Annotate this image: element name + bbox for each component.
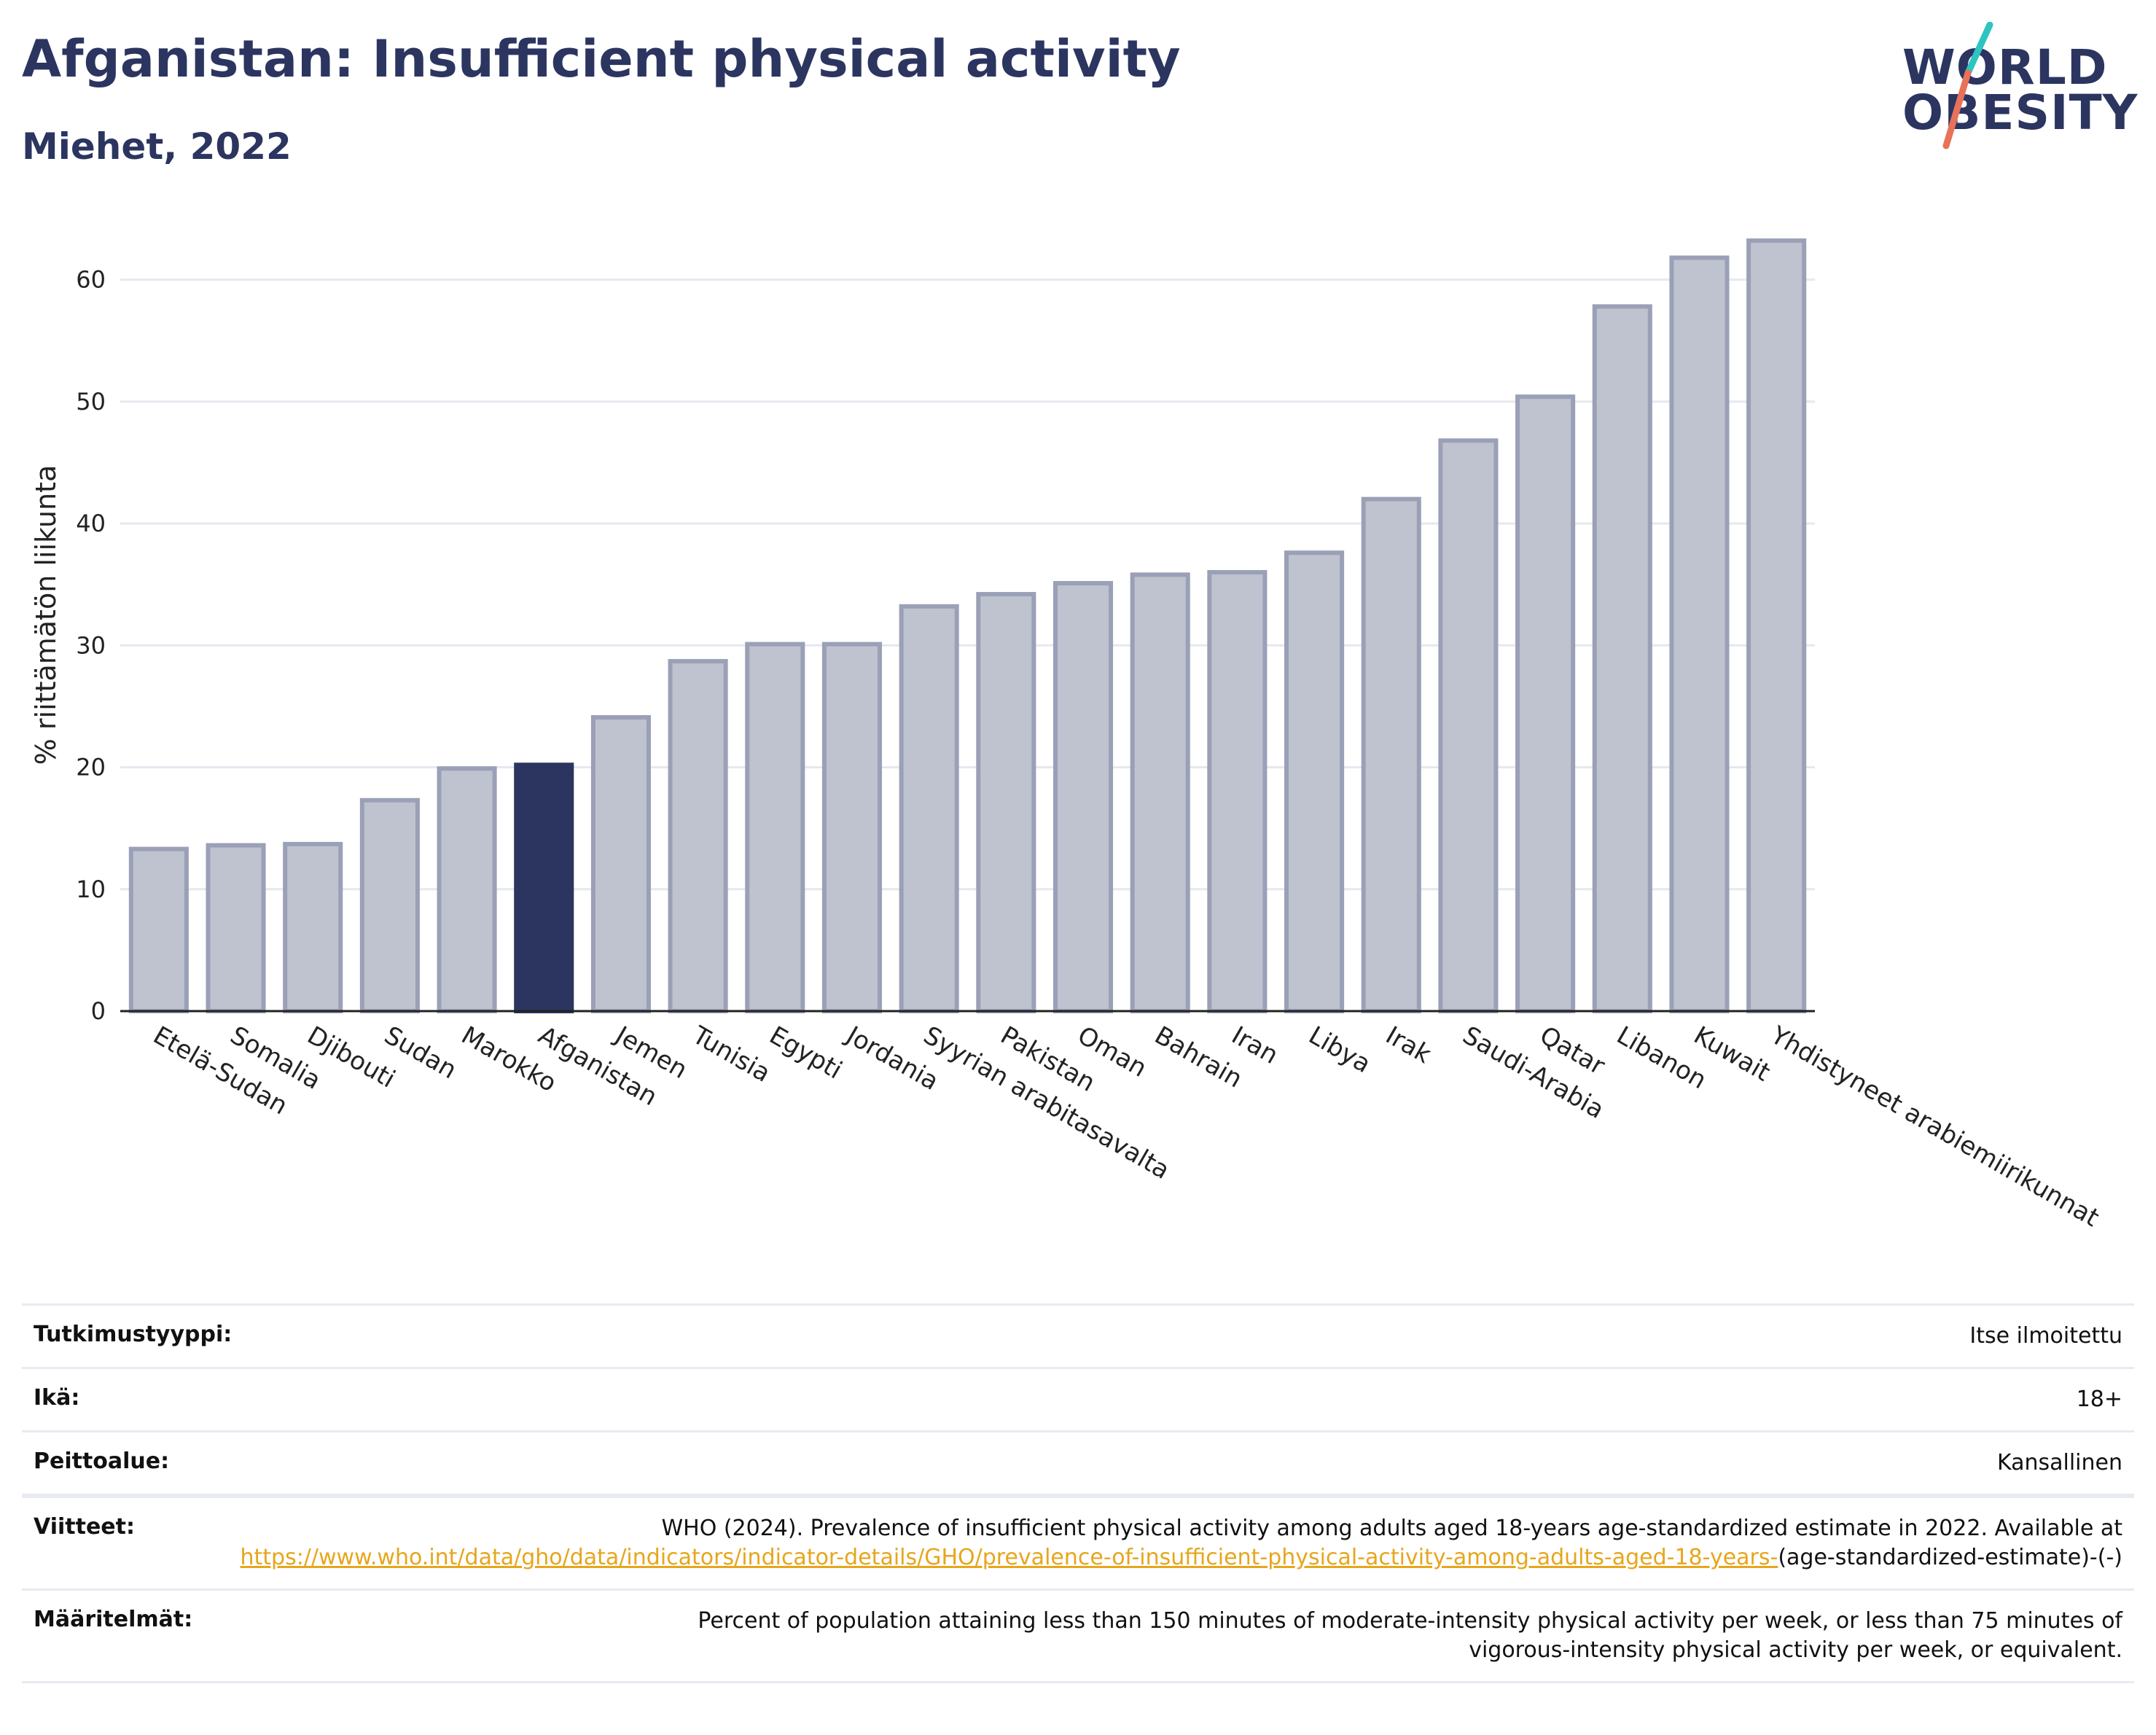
bar[interactable] [976,592,1036,1013]
bar[interactable] [1746,238,1807,1013]
bar[interactable] [1052,581,1114,1013]
x-category-label: Tunisia [687,1021,775,1088]
y-tick-label: 10 [76,876,106,903]
bar[interactable] [1361,496,1421,1013]
meta-key: Peittoalue: [34,1449,170,1474]
logo-line-2: OBESITY [1902,85,2139,141]
meta-row-references: Viitteet: WHO (2024). Prevalence of insu… [22,1496,2134,1588]
bar[interactable] [745,642,805,1013]
meta-key: Ikä: [34,1385,80,1411]
meta-value: Itse ilmoitettu [1969,1323,2122,1349]
meta-value: 18+ [2076,1387,2122,1412]
x-category-label: Yhdistyneet arabiemiirikunnat [1765,1021,2104,1233]
y-tick-label: 60 [76,266,106,294]
meta-key-references: Viitteet: [34,1514,135,1540]
bar[interactable] [899,604,959,1013]
y-tick-label: 50 [76,388,106,416]
x-category-label: Egypti [765,1021,847,1085]
meta-value: Kansallinen [1996,1450,2122,1475]
y-axis-title: % riittämätön liikunta [30,465,62,765]
meta-key: Tutkimustyyppi: [34,1322,233,1347]
meta-value-references: WHO (2024). Prevalence of insufficient p… [240,1514,2122,1572]
reference-text: WHO (2024). Prevalence of insufficient p… [661,1516,2122,1541]
meta-row: Peittoalue: Kansallinen [22,1430,2134,1496]
meta-value-definitions: Percent of population attaining less tha… [698,1608,2122,1663]
page-subtitle: Miehet, 2022 [22,125,292,168]
x-category-label: Irak [1380,1021,1436,1069]
y-tick-label: 40 [76,510,106,537]
meta-row-definitions: Määritelmät: Percent of population attai… [22,1588,2134,1683]
reference-link[interactable]: https://www.who.int/data/gho/data/indica… [240,1545,1778,1570]
metadata-table: Tutkimustyyppi: Itse ilmoitettu Ikä: 18+ Pei… [22,1303,2134,1683]
meta-row: Ikä: 18+ [22,1367,2134,1430]
logo-line-1: WORLD [1902,39,2108,95]
x-category-labels: Etelä-SudanSomaliaDjiboutiSudanMarokkoAf… [148,1020,2104,1233]
bar[interactable] [1207,569,1268,1013]
bar[interactable] [437,766,497,1013]
bar[interactable] [1669,255,1730,1014]
world-obesity-logo[interactable]: WORLD OBESITY [1902,22,2143,153]
y-tick-labels: 0 10 20 30 40 50 60 [76,266,106,1025]
bar-chart: 0 10 20 30 40 50 60 Etelä-SudanSomaliaDjibouti… [30,238,2104,1233]
y-tick-label: 0 [91,997,106,1025]
y-tick-label: 20 [76,754,106,781]
bar[interactable] [590,714,651,1013]
bar[interactable] [359,798,420,1014]
bar[interactable] [1515,394,1576,1013]
bar[interactable] [1130,572,1190,1013]
x-category-label: Bahrain [1149,1021,1247,1093]
y-tick-label: 30 [76,631,106,659]
bar[interactable] [128,846,189,1013]
bar[interactable] [1438,438,1499,1013]
reference-suffix: (age-standardized-estimate)-(-) [1778,1545,2122,1570]
meta-row: Tutkimustyyppi: Itse ilmoitettu [22,1303,2134,1367]
logo-slash-icon [1942,22,1993,149]
bar[interactable] [821,642,883,1013]
page-title: Afganistan: Insufficient physical activi… [22,29,1181,89]
bar[interactable] [283,841,343,1014]
bar[interactable] [668,659,728,1013]
bars [128,238,1807,1014]
x-category-label: Libya [1304,1021,1376,1079]
bar-highlighted[interactable] [514,763,574,1013]
bar[interactable] [206,843,266,1014]
bar[interactable] [1284,550,1345,1014]
bar[interactable] [1592,304,1652,1014]
meta-key-definitions: Määritelmät: [34,1607,193,1632]
